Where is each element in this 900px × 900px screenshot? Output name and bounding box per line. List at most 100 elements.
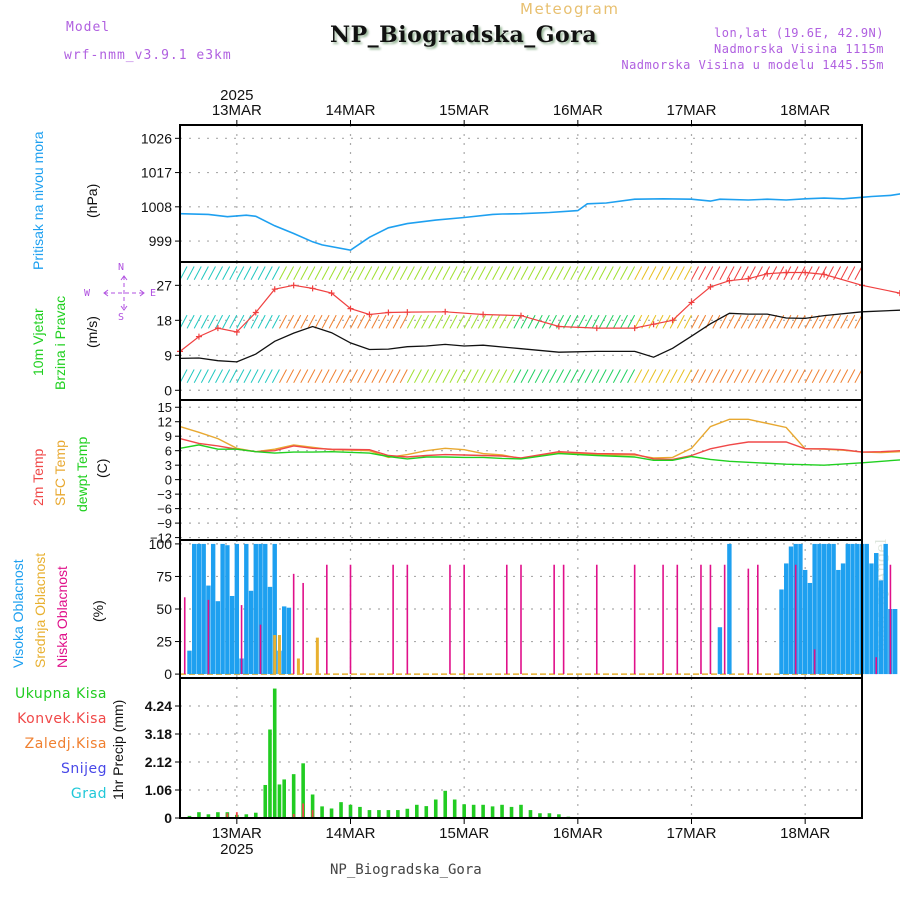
wind-arrow — [726, 266, 735, 281]
ytick-label-wind: 18 — [156, 312, 172, 328]
wind-arrow — [506, 369, 515, 384]
wind-arrow — [399, 314, 408, 329]
precip-total-bar — [277, 784, 282, 818]
wind-arrow — [435, 314, 444, 329]
wind-arrow — [648, 266, 657, 281]
wind-arrow — [293, 369, 302, 384]
cloud-low-bar — [259, 624, 262, 675]
wind-arrow — [776, 369, 785, 384]
precip-total-bar — [509, 806, 514, 818]
cloud-low-bar — [676, 564, 679, 675]
wind-arrow — [612, 266, 621, 281]
wind-arrow — [485, 369, 493, 384]
wind-arrow — [691, 266, 699, 281]
wind-arrow — [413, 369, 422, 384]
wind-gust-marker — [385, 309, 392, 316]
wind-arrow — [740, 369, 749, 384]
cloud-low-bar — [562, 564, 565, 675]
wind-arrow — [833, 369, 842, 384]
wind-arrow — [406, 369, 415, 384]
wind-gust-marker — [309, 285, 316, 292]
cloud-high-bar — [883, 543, 888, 675]
cloud-high-bar — [878, 580, 884, 675]
wind-arrow — [548, 369, 557, 384]
wind-arrow — [264, 369, 273, 384]
wind-arrow — [506, 266, 515, 281]
wind-arrow — [485, 266, 493, 281]
wind-arrow — [804, 369, 813, 384]
wind-arrow — [307, 369, 316, 384]
wind-arrow — [705, 369, 714, 384]
wind-arrow — [641, 266, 650, 281]
cloud-low-bar — [406, 564, 409, 675]
pressure-line — [179, 193, 900, 252]
wind-arrow — [413, 266, 422, 281]
wind-arrow — [456, 266, 465, 281]
wind-arrow — [818, 369, 827, 384]
wind-gust-marker — [252, 309, 259, 316]
wind-arrow — [740, 266, 749, 281]
wind-arrow — [826, 314, 834, 329]
wind-arrow — [222, 369, 231, 384]
wind-arrow — [570, 369, 579, 384]
precip-total-bar — [310, 794, 315, 818]
cloud-high-bar — [248, 590, 254, 675]
wind-arrow — [790, 314, 799, 329]
wind-arrow — [548, 314, 557, 329]
ytick-label-precip: 4.24 — [145, 698, 172, 714]
wind-arrow — [605, 266, 614, 281]
wind-arrow — [847, 266, 856, 281]
wind-arrow — [357, 369, 366, 384]
wind-arrow — [584, 369, 593, 384]
wind-arrow — [598, 314, 607, 329]
precip-total-bar — [348, 804, 353, 818]
precip-total-bar — [538, 813, 542, 818]
cloud-high-bar — [215, 601, 221, 675]
wind-arrow — [570, 314, 579, 329]
wind-arrow — [833, 314, 842, 329]
cloud-low-bar — [553, 564, 555, 675]
wind-arrow — [513, 266, 522, 281]
wind-arrow — [385, 369, 394, 384]
wind-gust-marker — [233, 328, 240, 335]
ytick-label-cloud: 25 — [156, 634, 172, 650]
wind-arrow — [577, 314, 586, 329]
compass-cross-icon — [103, 275, 145, 311]
wind-arrow — [563, 266, 572, 281]
precip-total-bar — [547, 813, 552, 818]
wind-arrow — [449, 369, 458, 384]
wind-arrow — [754, 314, 763, 329]
wind-arrow — [683, 266, 692, 281]
cloud-high-bar — [850, 543, 855, 675]
wind-arrow — [180, 266, 188, 281]
wind-arrow — [854, 314, 862, 329]
wind-arrow — [627, 314, 636, 329]
wind-arrow — [548, 266, 557, 281]
wind-arrow — [392, 266, 401, 281]
wind-arrow — [854, 369, 862, 384]
wind-gust-marker — [745, 275, 752, 282]
wind-arrow — [818, 314, 827, 329]
wind-arrow — [534, 266, 543, 281]
precip-total-bar — [358, 806, 362, 818]
wind-arrow — [705, 266, 714, 281]
wind-arrow — [676, 314, 685, 329]
year-label-bottom: 2025 — [220, 841, 253, 858]
xtick-label-bottom: 14MAR — [325, 825, 375, 842]
cloud-high-bar — [892, 609, 898, 675]
cloud-high-bar — [192, 543, 197, 675]
cloud-high-bar — [244, 543, 249, 675]
xtick-label-bottom: 18MAR — [780, 825, 830, 842]
ytick-label-temperature: 9 — [165, 429, 172, 444]
wind-arrow — [506, 314, 515, 329]
wind-arrow — [243, 266, 252, 281]
wind-arrow — [279, 369, 287, 384]
cloud-low-bar — [505, 564, 508, 675]
wind-arrow — [257, 266, 266, 281]
cloud-low-bar — [709, 564, 712, 675]
wind-arrow — [620, 266, 628, 281]
cloud-low-bar — [520, 564, 522, 675]
wind-arrow — [541, 369, 550, 384]
wind-arrow — [378, 369, 387, 384]
precip-total-bar — [268, 729, 272, 818]
